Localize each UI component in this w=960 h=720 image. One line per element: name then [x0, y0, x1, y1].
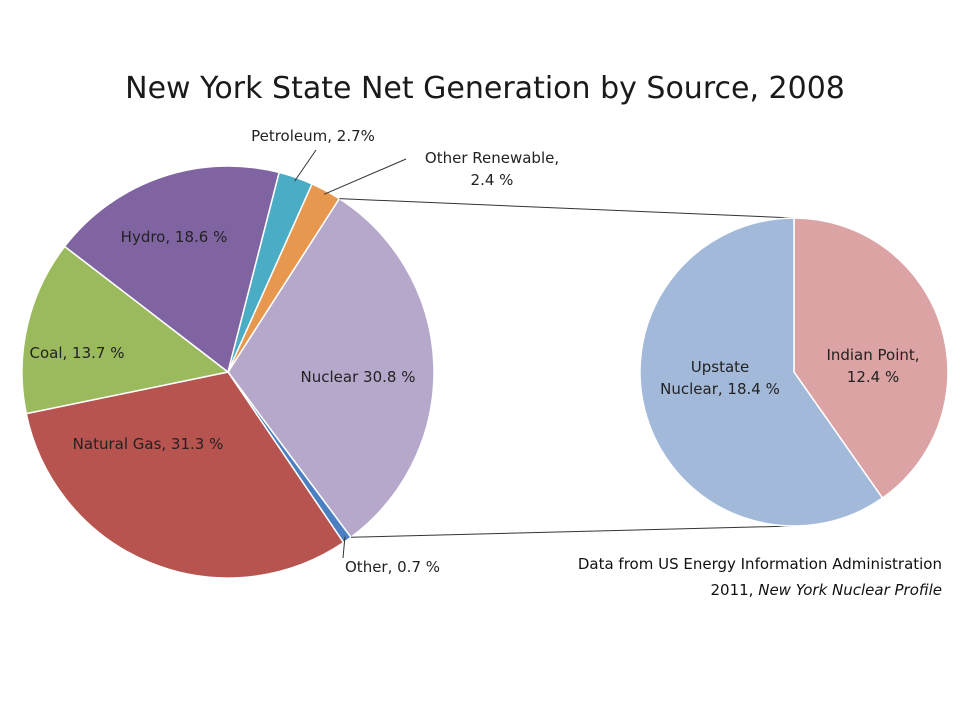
main-slice-coal-13-7: [21, 245, 230, 415]
main-label-coal-13-7: Coal, 13.7 %: [30, 344, 125, 362]
main-label-other-0-7: Other, 0.7 %: [345, 558, 440, 576]
detail-slice-upstate: [639, 217, 884, 527]
detail-slice-indian-point: [793, 217, 949, 500]
detail-label-upstate: Upstate Nuclear, 18.4 %: [660, 358, 780, 398]
pie-connector-lines: [294, 149, 795, 559]
slice-labels: Nuclear 30.8 % Other, 0.7 % Natural Gas, 3…: [30, 127, 920, 576]
main-slice-other-renewable: [227, 182, 341, 373]
nuclear-breakdown-pie: [639, 217, 949, 527]
connector-line-top: [339, 198, 795, 219]
main-label-nuclear-30-8: Nuclear 30.8 %: [301, 368, 416, 386]
main-slice-natural-gas-31-3: [25, 371, 345, 579]
connector-line-bottom: [350, 525, 795, 538]
leader-line-petroleum-2-7: [294, 149, 317, 182]
source-note-year: 2011,: [711, 581, 759, 599]
source-note-line1: Data from US Energy Information Administ…: [578, 555, 942, 573]
main-pie: [21, 165, 435, 579]
main-label-other-renewable: Other Renewable, 2.4 %: [425, 149, 559, 189]
chart-title: New York State Net Generation by Source,…: [125, 71, 845, 106]
source-note-publication: New York Nuclear Profile: [758, 581, 942, 599]
main-slice-nuclear-30-8: [227, 197, 435, 539]
leader-line-other-renewable: [323, 158, 407, 195]
main-label-natural-gas-31-3: Natural Gas, 31.3 %: [73, 435, 224, 453]
main-label-petroleum-2-7: Petroleum, 2.7%: [251, 127, 375, 145]
source-note-line2: 2011, New York Nuclear Profile: [711, 581, 943, 599]
main-slice-hydro-18-6: [63, 165, 281, 374]
detail-label-indian-point: Indian Point, 12.4 %: [826, 346, 919, 386]
leader-line-other-0-7: [342, 536, 346, 559]
main-label-hydro-18-6: Hydro, 18.6 %: [121, 228, 228, 246]
